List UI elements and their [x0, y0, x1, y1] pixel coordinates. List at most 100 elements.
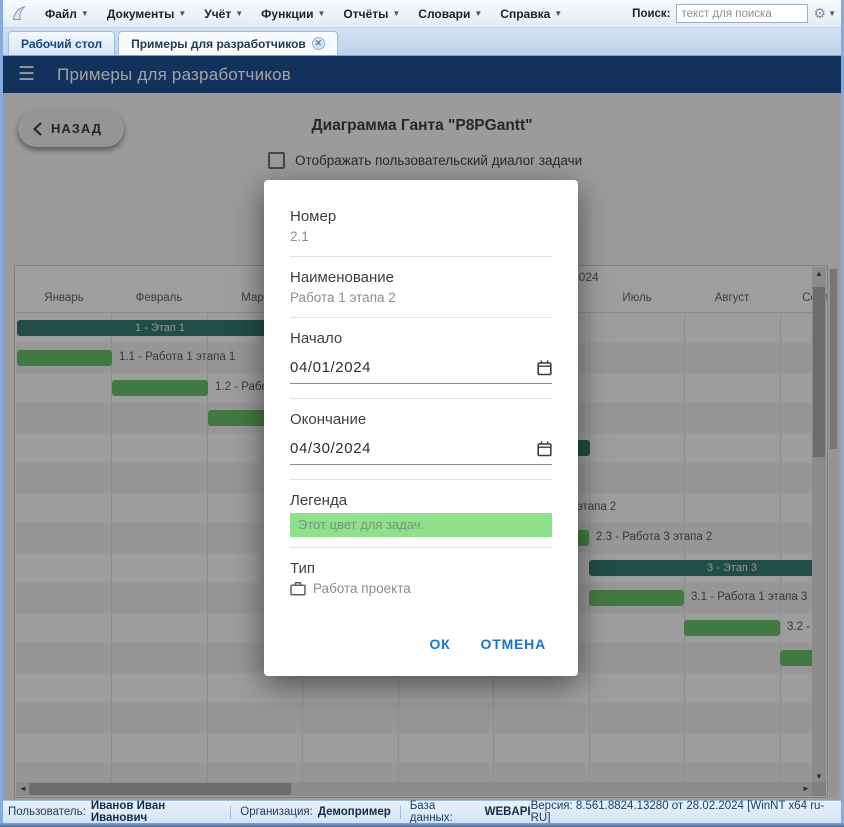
scrollbar-corner [812, 782, 826, 796]
start-date-value: 04/01/2024 [290, 359, 372, 376]
end-date-input[interactable]: 04/30/2024 [290, 440, 552, 465]
hamburger-icon[interactable]: ☰ [18, 64, 36, 85]
version-text: Версия: 8.561.8824.13280 от 28.02.2024 [… [530, 800, 825, 824]
gantt-bar-label: 3.2 - Работа 2 этапа 3 [787, 621, 813, 633]
gantt-bar-task-3-2[interactable]: 3.2 - Работа 2 этапа 3 [684, 620, 813, 636]
tab-bar: Рабочий стол Примеры для разработчиков ✕ [0, 28, 844, 55]
page-scrollbar[interactable] [829, 267, 838, 797]
search-input[interactable] [675, 4, 808, 23]
calendar-icon[interactable] [537, 441, 552, 457]
month-label: Февраль [135, 292, 183, 304]
month-label: Июль [622, 292, 652, 304]
window-border [0, 823, 844, 827]
menu-file[interactable]: Файл ▼ [45, 6, 89, 21]
scroll-left-icon[interactable]: ◄ [19, 784, 27, 793]
divider [399, 805, 401, 819]
month-label: Август [714, 292, 750, 304]
gantt-bar-label: 2.3 - Работа 3 этапа 2 [596, 531, 713, 543]
chevron-left-icon [33, 121, 42, 136]
chevron-down-icon: ▼ [317, 8, 326, 18]
scrollbar-thumb[interactable] [830, 269, 837, 449]
field-label-legend: Легенда [290, 492, 348, 509]
status-bar: Пользователь: Иванов Иван Иванович Орган… [0, 800, 844, 824]
menu-accounting[interactable]: Учёт ▼ [204, 6, 244, 21]
scrollbar-thumb[interactable] [813, 287, 825, 457]
user-label: Пользователь: [8, 806, 86, 818]
month-label: Март [241, 292, 269, 304]
divider [290, 398, 552, 399]
page-header: ☰ Примеры для разработчиков [0, 56, 844, 93]
gantt-vertical-scrollbar[interactable]: ▲ ▼ [812, 267, 826, 784]
gridline [684, 313, 685, 784]
menu-functions[interactable]: Функции ▼ [261, 6, 326, 21]
chevron-down-icon: ▼ [80, 8, 89, 18]
field-label-start: Начало [290, 330, 343, 347]
chevron-down-icon: ▼ [235, 8, 244, 18]
scrollbar-thumb[interactable] [29, 783, 291, 795]
gantt-bar-task-3-1[interactable]: 3.1 - Работа 1 этапа 3 [589, 590, 807, 606]
field-label-end: Окончание [290, 411, 367, 428]
scroll-right-icon[interactable]: ► [802, 784, 810, 793]
month-label: Январь [44, 292, 84, 304]
field-value-number: 2.1 [290, 229, 309, 244]
menu-reports[interactable]: Отчёты ▼ [343, 6, 401, 21]
dialog-buttons: ОК ОТМЕНА [290, 636, 552, 660]
user-value: Иванов Иван Иванович [90, 800, 166, 824]
close-icon[interactable]: ✕ [311, 37, 325, 50]
custom-dialog-checkbox-row: Отображать пользовательский диалог задач… [268, 152, 582, 169]
menu-help[interactable]: Справка ▼ [500, 6, 563, 21]
chevron-down-icon: ▼ [554, 8, 563, 18]
end-date-value: 04/30/2024 [290, 440, 372, 457]
gridline [111, 313, 112, 784]
tab-desktop[interactable]: Рабочий стол [8, 31, 116, 55]
scroll-up-icon[interactable]: ▲ [815, 269, 823, 278]
gantt-bar-task-1-1[interactable]: 1.1 - Работа 1 этапа 1 [17, 350, 235, 366]
cancel-button[interactable]: ОТМЕНА [480, 636, 546, 652]
ok-button[interactable]: ОК [429, 636, 451, 652]
field-label-name: Наименование [290, 269, 394, 286]
database-label: База данных: [409, 800, 453, 824]
window-border [841, 0, 844, 827]
chevron-down-icon: ▼ [828, 8, 836, 18]
gridline [207, 313, 208, 784]
briefcase-icon [290, 582, 306, 596]
scroll-down-icon[interactable]: ▼ [815, 772, 823, 781]
gantt-bar-stage-1[interactable]: 1 - Этап 1 [17, 320, 303, 336]
back-button[interactable]: НАЗАД [18, 110, 125, 147]
divider [290, 317, 552, 318]
legend-color-sample: Этот цвет для задач. [290, 513, 552, 537]
menu-documents[interactable]: Документы ▼ [106, 6, 187, 21]
start-date-input[interactable]: 04/01/2024 [290, 359, 552, 384]
calendar-icon[interactable] [537, 360, 552, 376]
divider [230, 805, 232, 819]
search-label: Поиск: [632, 7, 671, 20]
field-value-type: Работа проекта [313, 581, 411, 596]
tab-developer-examples[interactable]: Примеры для разработчиков ✕ [118, 31, 338, 55]
divider [290, 547, 552, 548]
field-value-name: Работа 1 этапа 2 [290, 290, 396, 305]
task-type-row: Работа проекта [290, 581, 552, 596]
app-logo-icon [8, 4, 28, 24]
gantt-year-label: 2024 [572, 270, 599, 284]
page-title: Диаграмма Ганта "P8PGantt" [311, 117, 533, 134]
window-border [0, 0, 3, 827]
divider [290, 479, 552, 480]
gantt-bar-stage-3[interactable]: 3 - Этап 3 [589, 560, 813, 576]
gridline [780, 313, 781, 784]
chevron-down-icon: ▼ [178, 8, 187, 18]
gantt-bar-task-3-3[interactable] [780, 650, 813, 666]
menu-dictionaries[interactable]: Словари ▼ [418, 6, 483, 21]
field-label-number: Номер [290, 208, 337, 225]
database-value: WEBAPI [484, 806, 531, 818]
organization-value: Демопример [317, 806, 391, 818]
chevron-down-icon: ▼ [474, 8, 483, 18]
field-label-type: Тип [290, 560, 316, 577]
checkbox-label: Отображать пользовательский диалог задач… [295, 153, 583, 168]
organization-label: Организация: [240, 806, 313, 818]
page-header-title: Примеры для разработчиков [57, 64, 292, 84]
settings-button[interactable]: ⚙ ▼ [814, 5, 836, 22]
checkbox[interactable] [268, 152, 285, 169]
task-dialog: Номер 2.1 Наименование Работа 1 этапа 2 … [264, 180, 578, 676]
gantt-horizontal-scrollbar[interactable]: ◄ ► [16, 782, 813, 796]
